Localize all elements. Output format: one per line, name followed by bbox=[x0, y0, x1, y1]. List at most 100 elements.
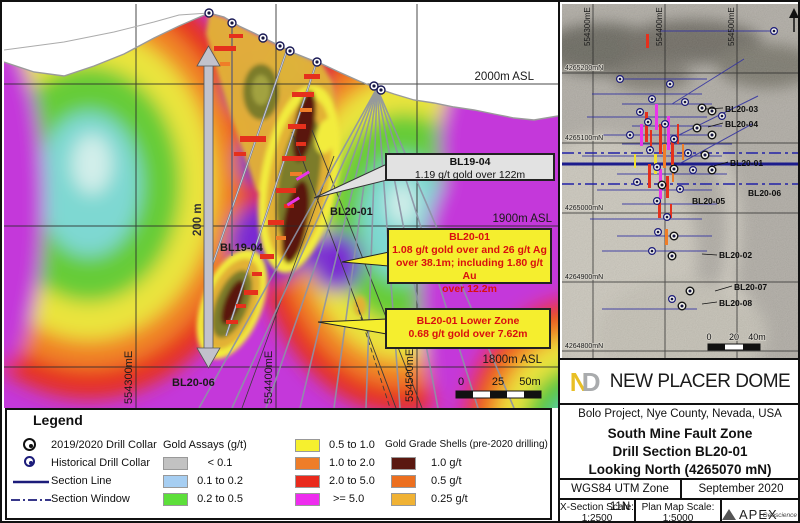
drill-traces bbox=[211, 23, 318, 337]
company-name: NEW PLACER DOME bbox=[609, 370, 791, 392]
asl-1800-label: 1800m ASL bbox=[483, 354, 543, 366]
apex-logo-cell: APEX Geoscience Ltd. bbox=[722, 500, 798, 522]
hole-label-bl19-04: BL19-04 bbox=[220, 242, 264, 254]
plan-label-bl20-03: BL20-03 bbox=[725, 104, 758, 114]
swatch-0.1-0.2 bbox=[163, 475, 188, 488]
assay-range-label: >= 5.0 bbox=[333, 493, 365, 505]
plan-map-panel: BL20-03 BL20-04 BL20-01 BL20-06 BL20-05 … bbox=[562, 4, 798, 358]
planmap-scale-value: 1:5000 bbox=[662, 513, 694, 523]
section-drill-collars bbox=[204, 8, 386, 95]
legend-label-section-window: Section Window bbox=[51, 493, 130, 505]
plan-assay-bars bbox=[634, 34, 684, 245]
figure-title-2: Drill Section BL20-01 bbox=[612, 444, 748, 459]
section-scale-25: 25 bbox=[492, 376, 504, 388]
assay-range-label: 2.0 to 5.0 bbox=[329, 475, 375, 487]
plan-hole-labels: BL20-03 BL20-04 BL20-01 BL20-06 BL20-05 … bbox=[692, 104, 781, 308]
plan-label-bl20-07: BL20-07 bbox=[734, 282, 767, 292]
figure-title-3: Looking North (4265070 mN) bbox=[588, 462, 772, 477]
swatch-0.2-0.5 bbox=[163, 493, 188, 506]
callout-title: BL20-01 Lower Zone bbox=[416, 315, 520, 327]
plan-label-bl20-08: BL20-08 bbox=[719, 298, 752, 308]
figure-titles: South Mine Fault Zone Drill Section BL20… bbox=[560, 423, 798, 480]
xsection-scale-cell: X-Section Scale: 1:2500 bbox=[560, 500, 636, 523]
logo-letter-n: N bbox=[569, 366, 589, 397]
cross-section-panel: 0 25 50m 2000m ASL 1900m ASL 1800m ASL 5… bbox=[4, 4, 558, 408]
plan-easting-label: 554300mE bbox=[583, 7, 592, 46]
xsection-scale-value: 1:2500 bbox=[581, 513, 613, 523]
section-scale-bar: 0 25 50m bbox=[455, 376, 542, 399]
title-block: N D NEW PLACER DOME Bolo Project, Nye Co… bbox=[560, 358, 798, 523]
hole-label-bl20-06: BL20-06 bbox=[172, 377, 215, 389]
swatch-shell-1.0 bbox=[391, 457, 416, 470]
hole-label-bl20-01: BL20-01 bbox=[330, 206, 373, 218]
section-labels: 2000m ASL 1900m ASL 1800m ASL 554300mE 5… bbox=[123, 71, 553, 404]
swatch-2.0-5.0 bbox=[295, 475, 320, 488]
shell-label: 0.5 g/t bbox=[431, 475, 462, 487]
section-scale-50: 50m bbox=[519, 376, 540, 388]
north-arrow-icon bbox=[789, 8, 798, 32]
section-scale-0: 0 bbox=[458, 376, 464, 388]
plan-label-bl20-04: BL20-04 bbox=[725, 119, 758, 129]
easting-554500-label: 554500mE bbox=[404, 349, 416, 402]
meta-row: WGS84 UTM Zone 11N September 2020 bbox=[560, 480, 798, 513]
easting-554300-label: 554300mE bbox=[123, 351, 135, 404]
plan-scale-40: 40m bbox=[748, 332, 766, 342]
plan-label-bl20-06: BL20-06 bbox=[748, 188, 781, 198]
legend-title: Legend bbox=[33, 412, 83, 428]
callout-line: 1.08 g/t gold over and 26 g/t Ag bbox=[392, 244, 547, 256]
drill-trace-fan bbox=[198, 87, 515, 408]
datum-label: WGS84 UTM Zone 11N bbox=[560, 480, 682, 513]
depth-scale-arrow bbox=[196, 45, 221, 369]
easting-554400-label: 554400mE bbox=[263, 351, 275, 404]
callout-line: 0.68 g/t gold over 7.62m bbox=[408, 328, 528, 340]
asl-1900-label: 1900m ASL bbox=[493, 213, 553, 225]
shells-header: Gold Grade Shells (pre-2020 drilling) bbox=[385, 439, 548, 450]
callout-leaders bbox=[313, 163, 390, 335]
figure-title-1: South Mine Fault Zone bbox=[607, 426, 753, 441]
plan-label-bl20-05: BL20-05 bbox=[692, 196, 725, 206]
plan-grid-labels: 4265200mN 4265100mN 4265000mN 4264900mN … bbox=[564, 7, 736, 351]
callout-line: 1.19 g/t gold over 122m bbox=[414, 169, 526, 181]
npd-logo-icon: N D bbox=[570, 369, 604, 395]
swatch-lt-0.1 bbox=[163, 457, 188, 470]
section-window-icon bbox=[11, 499, 51, 501]
plan-easting-label: 554500mE bbox=[727, 7, 736, 46]
assay-range-label: 0.2 to 0.5 bbox=[197, 493, 243, 505]
date-label: September 2020 bbox=[698, 483, 784, 495]
planmap-scale-cell: Plan Map Scale: 1:5000 bbox=[636, 500, 722, 523]
apex-triangle-icon bbox=[722, 508, 736, 520]
assays-header: Gold Assays (g/t) bbox=[163, 439, 247, 451]
callout-bl20-01-lower: BL20-01 Lower Zone 0.68 g/t gold over 7.… bbox=[385, 308, 551, 349]
plan-northing-label: 4265000mN bbox=[565, 205, 603, 212]
assay-range-label: 0.5 to 1.0 bbox=[329, 439, 375, 451]
scales-row: X-Section Scale: 1:2500 Plan Map Scale: … bbox=[560, 500, 798, 523]
callout-line: over 12.2m bbox=[442, 283, 497, 295]
assay-intervals bbox=[214, 34, 320, 324]
apex-logo: APEX Geoscience Ltd. bbox=[722, 502, 798, 522]
assay-range-label: 0.1 to 0.2 bbox=[197, 475, 243, 487]
swatch-1.0-2.0 bbox=[295, 457, 320, 470]
company-logo: N D NEW PLACER DOME bbox=[560, 360, 798, 405]
plan-northing-label: 4264800mN bbox=[565, 343, 603, 350]
legend-label-section-line: Section Line bbox=[51, 475, 112, 487]
plan-scale-20: 20 bbox=[729, 332, 739, 342]
topography-line bbox=[4, 12, 558, 121]
shell-label: 0.25 g/t bbox=[431, 493, 468, 505]
swatch-0.5-1.0 bbox=[295, 439, 320, 452]
section-line-icon bbox=[13, 480, 49, 484]
new-drill-collar-icon bbox=[23, 438, 36, 451]
planmap-scale-label: Plan Map Scale: bbox=[641, 502, 715, 513]
swatch-shell-0.5 bbox=[391, 475, 416, 488]
plan-label-bl20-01: BL20-01 bbox=[730, 158, 763, 168]
plan-drill-collars bbox=[615, 27, 779, 311]
legend-label-new-collar: 2019/2020 Drill Collar bbox=[51, 439, 157, 451]
plan-scale-0: 0 bbox=[706, 332, 711, 342]
legend-label-historical-collar: Historical Drill Collar bbox=[51, 457, 151, 469]
apex-name: APEX bbox=[739, 506, 778, 522]
legend-panel: Legend 2019/2020 Drill Collar Historical… bbox=[5, 408, 552, 520]
plan-easting-label: 554400mE bbox=[655, 7, 664, 46]
callout-title: BL19-04 bbox=[449, 156, 491, 168]
callout-bl20-01: BL20-01 1.08 g/t gold over and 26 g/t Ag… bbox=[387, 228, 552, 295]
assay-range-label: < 0.1 bbox=[207, 457, 233, 469]
